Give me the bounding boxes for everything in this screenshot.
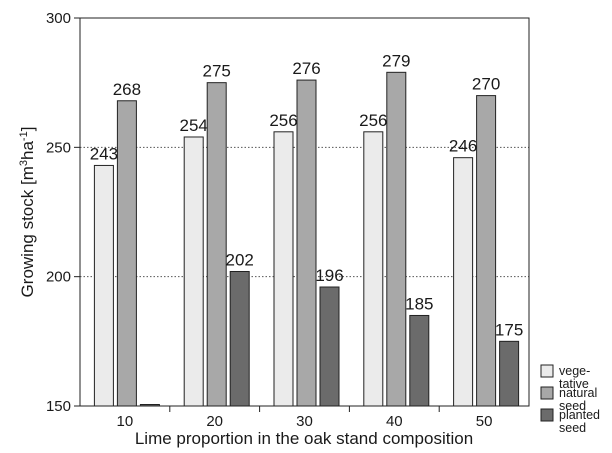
y-axis-title-main: Growing stock [m — [18, 166, 37, 297]
bar-planted-seed-20 — [229, 270, 250, 407]
data-label-planted-seed-20: 202 — [226, 250, 254, 269]
data-label-planted-seed-40: 185 — [405, 294, 433, 313]
y-axis-title-sup1: 3 — [18, 160, 30, 166]
bar-natural-seed-30 — [296, 79, 317, 407]
y-tick-label-200: 200 — [46, 269, 71, 286]
x-axis-title: Lime proportion in the oak stand composi… — [135, 429, 473, 448]
bar-natural-seed-10 — [116, 100, 137, 407]
bar-planted-seed-50 — [499, 340, 520, 407]
x-axis-ticks: 10 20 30 40 50 — [117, 406, 493, 430]
plot-frame — [79, 17, 530, 407]
bar-vegetative-20 — [183, 136, 204, 407]
data-label-natural-seed-50: 270 — [472, 75, 500, 94]
y-axis-ticks: 150 200 250 300 — [46, 10, 80, 415]
data-label-natural-seed-30: 276 — [292, 59, 320, 78]
data-label-natural-seed-40: 279 — [382, 51, 410, 70]
y-axis-title-end: ] — [18, 127, 37, 132]
legend-swatch-vegetative — [540, 364, 554, 378]
data-label-vegetative-10: 243 — [90, 144, 118, 163]
legend-swatch-planted-seed — [540, 408, 554, 422]
data-label-vegetative-50: 246 — [449, 137, 477, 156]
bar-natural-seed-40 — [386, 71, 407, 407]
legend-swatch-natural-seed — [540, 386, 554, 400]
data-label-planted-seed-50: 175 — [495, 320, 523, 339]
y-axis-title-mid: ha — [18, 141, 37, 160]
data-labels: 243 268 254 275 202 256 276 196 256 279 185 246 270 1… — [90, 51, 524, 339]
data-label-natural-seed-20: 275 — [203, 62, 231, 81]
bar-vegetative-40 — [363, 131, 384, 407]
x-tick-label-30: 30 — [296, 413, 313, 430]
y-tick-label-150: 150 — [46, 398, 71, 415]
legend-label-vegetative-1: tative — [559, 377, 589, 391]
y-axis-title: Growing stock [m3ha-1] — [18, 127, 37, 298]
data-label-planted-seed-30: 196 — [315, 266, 343, 285]
bar-planted-seed-40 — [409, 314, 430, 407]
bar-natural-seed-20 — [206, 82, 227, 407]
bar-vegetative-50 — [453, 157, 474, 407]
legend-label-vegetative-0: vege- — [559, 364, 590, 378]
y-tick-label-300: 300 — [46, 10, 71, 27]
legend-label-natural-seed-1: seed — [559, 399, 586, 413]
x-tick-label-10: 10 — [117, 413, 134, 430]
y-tick-label-250: 250 — [46, 139, 71, 156]
bars — [93, 71, 520, 407]
x-tick-label-20: 20 — [206, 413, 223, 430]
bar-vegetative-30 — [273, 131, 294, 407]
x-tick-label-40: 40 — [386, 413, 403, 430]
y-axis-title-sup2: -1 — [18, 131, 30, 141]
x-tick-label-50: 50 — [476, 413, 493, 430]
bar-vegetative-10 — [93, 164, 114, 407]
data-label-natural-seed-10: 268 — [113, 80, 141, 99]
data-label-vegetative-30: 256 — [269, 111, 297, 130]
data-label-vegetative-40: 256 — [359, 111, 387, 130]
data-label-vegetative-20: 254 — [180, 116, 208, 135]
legend-label-natural-seed-0: natural — [559, 386, 597, 400]
legend-label-planted-seed-0: planted — [559, 408, 600, 422]
legend-label-planted-seed-1: seed — [559, 421, 586, 435]
bar-natural-seed-50 — [476, 95, 497, 407]
bar-planted-seed-30 — [319, 286, 340, 407]
